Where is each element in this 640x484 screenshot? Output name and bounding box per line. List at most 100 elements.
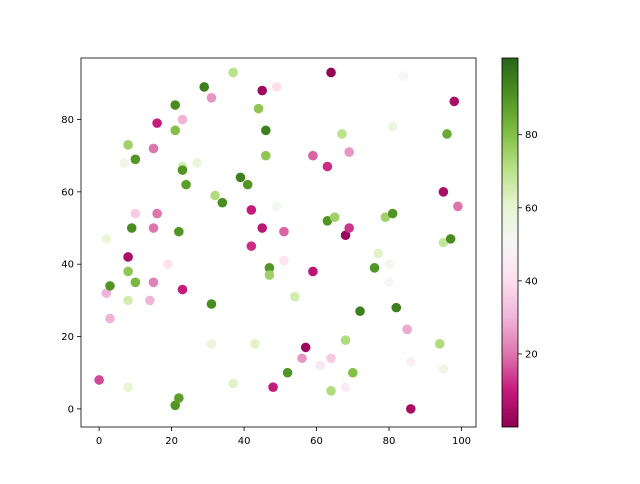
data-point: [253, 103, 264, 114]
data-point: [126, 223, 137, 233]
data-point: [300, 342, 311, 353]
data-point: [402, 324, 412, 335]
data-point: [384, 259, 394, 270]
data-point: [271, 201, 282, 212]
data-point: [206, 338, 217, 349]
data-point: [384, 277, 394, 288]
data-point: [322, 161, 333, 172]
data-point: [123, 266, 133, 277]
data-point: [177, 165, 188, 175]
data-point: [246, 205, 257, 215]
data-point: [315, 360, 325, 371]
data-point: [170, 125, 181, 136]
data-point: [261, 150, 271, 161]
data-point: [326, 67, 336, 78]
data-point: [337, 129, 347, 139]
data-point: [119, 158, 130, 168]
data-point: [145, 295, 155, 306]
data-point: [123, 295, 133, 306]
data-point: [206, 299, 217, 309]
data-point: [380, 212, 391, 222]
data-point: [445, 234, 456, 244]
data-point: [148, 143, 159, 154]
data-point: [148, 223, 159, 233]
y-tick-label: 20: [61, 332, 74, 343]
data-point: [242, 179, 253, 190]
data-point: [101, 234, 112, 244]
x-tick-label: 100: [452, 436, 471, 447]
data-point: [347, 367, 358, 378]
data-point: [279, 255, 289, 266]
data-point: [449, 96, 460, 107]
data-point: [177, 284, 188, 295]
data-point: [170, 100, 181, 110]
data-point: [130, 154, 141, 165]
data-point: [340, 335, 351, 345]
data-point: [438, 237, 449, 248]
data-point: [344, 223, 354, 233]
x-tick-label: 60: [310, 436, 323, 447]
data-point: [130, 277, 141, 288]
data-point: [246, 241, 257, 251]
data-point: [308, 266, 318, 277]
x-tick-label: 0: [96, 436, 102, 447]
data-point: [235, 172, 246, 183]
data-point: [387, 208, 398, 219]
data-point: [250, 338, 260, 349]
y-tick-label: 0: [68, 404, 74, 415]
data-point: [398, 71, 409, 81]
data-point: [257, 85, 267, 96]
data-point: [105, 281, 115, 291]
data-point: [340, 382, 351, 393]
data-point: [268, 382, 278, 393]
data-point: [405, 357, 416, 367]
data-point: [453, 201, 463, 212]
colorbar: [501, 57, 519, 428]
colorbar-tick-label: 60: [525, 203, 538, 214]
data-point: [442, 129, 452, 139]
axes-frame: [80, 57, 477, 428]
data-point: [192, 158, 202, 168]
data-point: [344, 147, 354, 157]
data-point: [322, 215, 333, 226]
colorbar-tick-label: 40: [525, 276, 538, 287]
data-point: [174, 226, 184, 237]
y-tick-label: 40: [61, 260, 74, 271]
x-tick-label: 40: [238, 436, 251, 447]
colorbar-tick-label: 20: [525, 349, 538, 360]
data-point: [329, 212, 340, 222]
data-point: [264, 263, 275, 273]
data-point: [199, 82, 210, 92]
data-point: [174, 393, 184, 403]
x-axis: 0 20 40 60 80 100: [96, 427, 471, 447]
data-point: [355, 306, 365, 317]
data-point: [170, 400, 181, 411]
y-axis: 0 20 40 60 80: [61, 115, 81, 415]
data-point: [326, 353, 336, 364]
data-point: [391, 302, 402, 313]
data-point: [94, 375, 104, 385]
data-point: [290, 291, 300, 302]
data-point: [163, 259, 173, 270]
data-point: [279, 226, 289, 237]
data-point: [123, 382, 133, 393]
data-point: [308, 150, 318, 161]
data-point: [340, 230, 351, 241]
data-point: [438, 187, 449, 197]
data-point: [210, 190, 220, 201]
data-point: [387, 121, 398, 132]
colorbar-axis: 20 40 60 80: [518, 130, 538, 360]
data-point: [123, 252, 133, 262]
data-point: [271, 82, 282, 92]
data-point: [177, 114, 188, 125]
data-point: [257, 223, 267, 233]
data-point: [181, 179, 191, 190]
data-point: [130, 208, 141, 219]
data-point: [369, 263, 380, 273]
data-point: [405, 404, 416, 414]
x-tick-label: 20: [165, 436, 178, 447]
data-point: [148, 277, 159, 288]
data-point: [434, 338, 445, 349]
data-point: [123, 140, 133, 150]
